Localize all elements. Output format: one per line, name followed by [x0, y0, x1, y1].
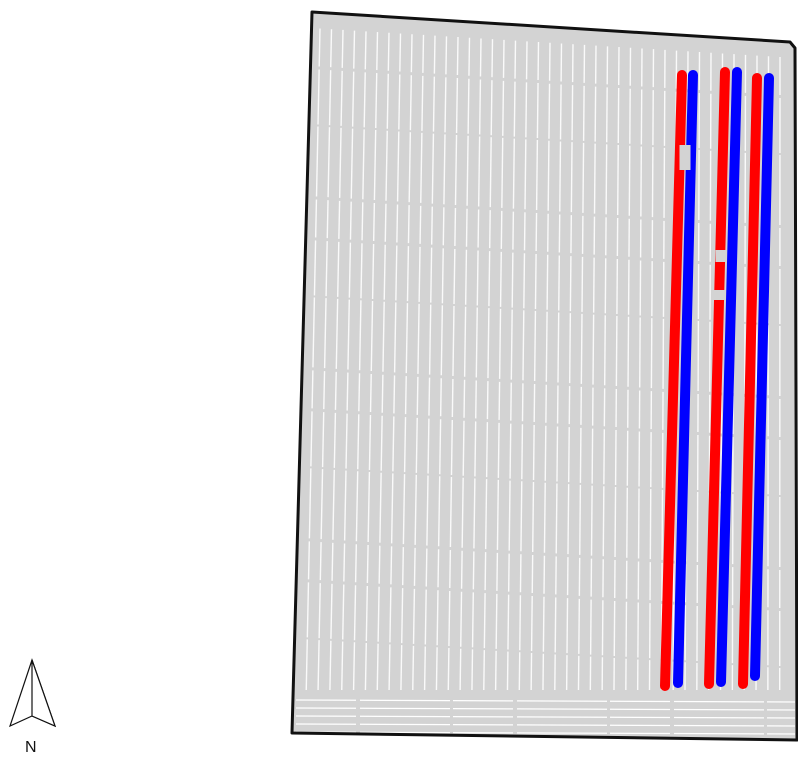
pass-gap: [648, 49, 655, 691]
pass-gap: [341, 30, 356, 691]
pass-gap: [601, 46, 609, 691]
north-label: N: [25, 739, 37, 756]
treatment-strip-4: [716, 67, 742, 687]
pass-gap: [530, 42, 540, 691]
pass-gap: [589, 45, 597, 691]
pass-gap: [625, 47, 632, 691]
pass-gap: [435, 36, 448, 691]
pass-gap: [518, 41, 528, 691]
pass-gap: [364, 32, 379, 691]
pass-gap: [412, 34, 425, 691]
pass-gap: [329, 29, 344, 691]
headland-gap: [295, 731, 796, 735]
pass-gap: [376, 32, 390, 691]
field-boundary: [290, 10, 798, 742]
headland-gap: [295, 699, 796, 703]
headland-gap: [295, 723, 796, 727]
treatment-strip-1: [660, 70, 687, 691]
treatment-strip-6: [750, 73, 774, 681]
pass-gap: [352, 31, 367, 691]
pass-gap: [317, 29, 333, 691]
pass-gap: [506, 40, 517, 691]
pass-gap: [613, 47, 620, 691]
pass-gap: [554, 43, 563, 691]
headland-gap: [295, 715, 796, 719]
pass-gap: [483, 39, 494, 691]
north-arrow: N: [8, 658, 57, 756]
pass-gap: [636, 48, 643, 691]
pass-gap: [577, 44, 586, 691]
pass-gap: [459, 37, 471, 691]
pass-gap: [388, 33, 402, 691]
pass-gap: [696, 52, 701, 691]
pass-gap: [471, 38, 482, 691]
treatment-strip-5: [738, 73, 762, 689]
pass-gap: [447, 37, 459, 691]
pass-gap: [542, 42, 551, 691]
pass-gap: [565, 44, 574, 691]
treatment-strip-3: [704, 67, 730, 689]
pass-gap: [305, 28, 321, 691]
treatment-strips: [660, 67, 774, 691]
pass-gap: [423, 35, 436, 691]
treatment-strip-2: [673, 70, 698, 688]
pass-gap: [400, 34, 413, 691]
pass-gap: [494, 39, 505, 691]
pass-gap: [660, 49, 666, 691]
headland-gap: [295, 707, 796, 711]
